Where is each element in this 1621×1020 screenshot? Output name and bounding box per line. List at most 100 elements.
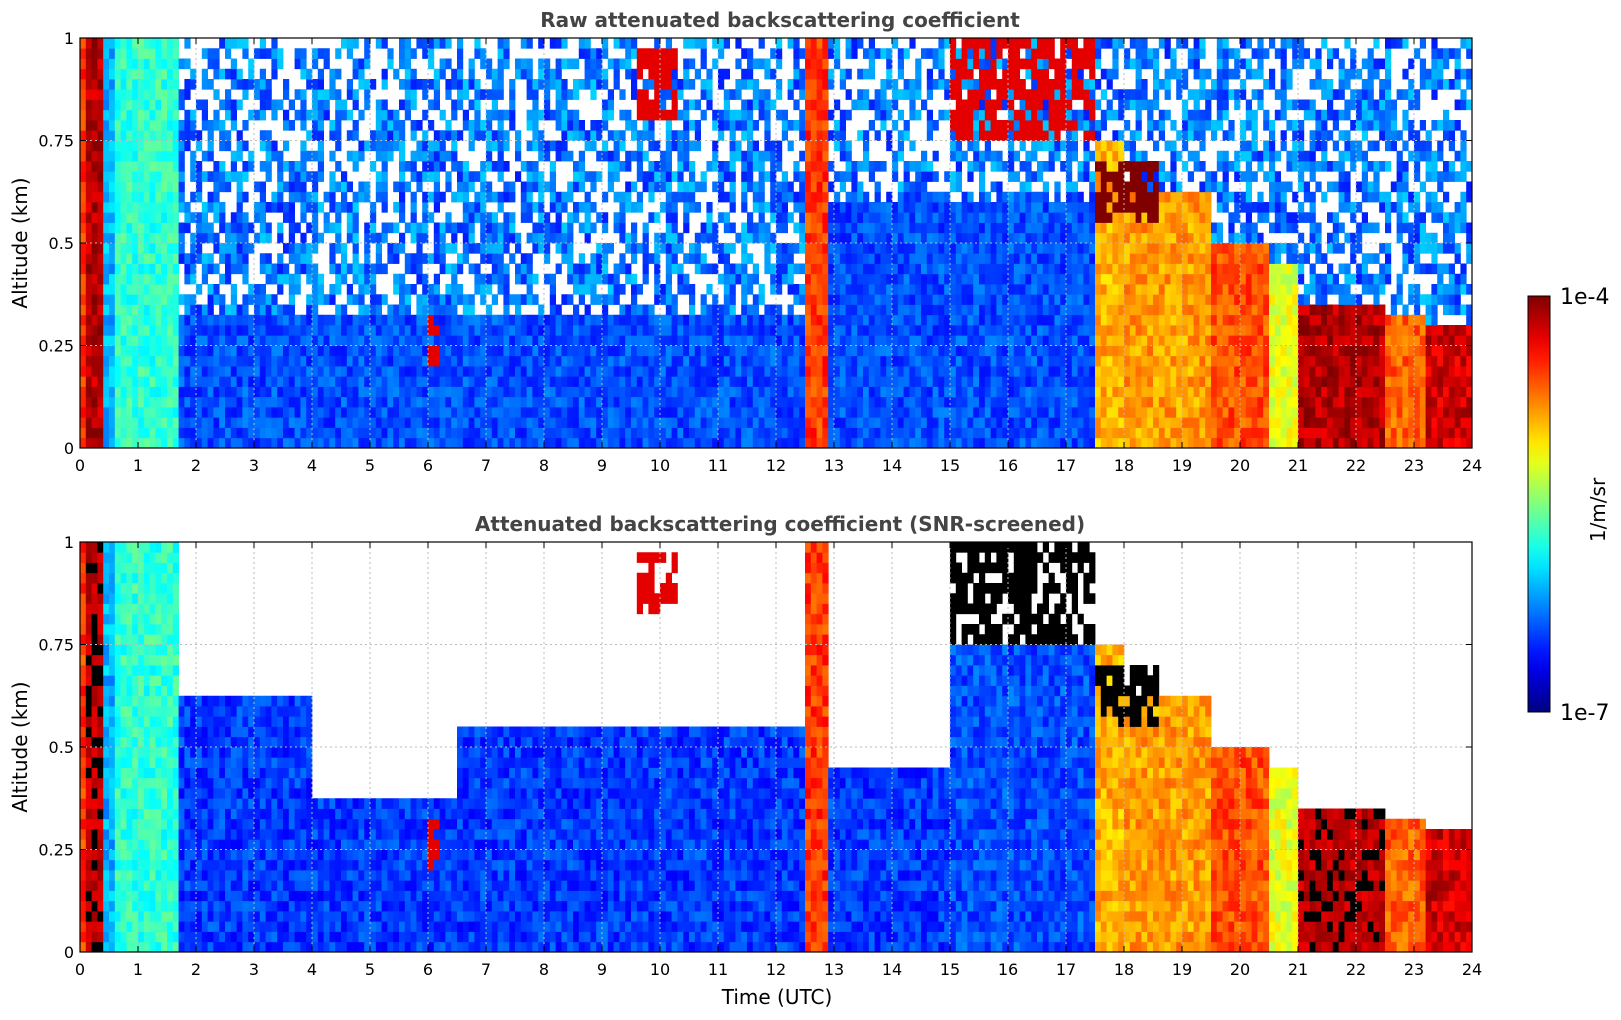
heatmap-cell <box>265 140 272 152</box>
heatmap-cell <box>561 202 568 213</box>
heatmap-cell <box>793 366 800 377</box>
heatmap-cell <box>909 99 916 111</box>
heatmap-cell <box>230 437 237 449</box>
heatmap-cell <box>631 68 638 80</box>
heatmap-cell <box>857 130 864 141</box>
heatmap-cell <box>149 140 156 152</box>
heatmap-cell <box>370 407 377 418</box>
heatmap-cell <box>776 222 783 234</box>
heatmap-cell <box>938 407 945 418</box>
heatmap-cell <box>335 366 342 377</box>
heatmap-cell <box>932 150 939 162</box>
heatmap-cell <box>242 79 249 90</box>
heatmap-cell <box>706 427 713 439</box>
heatmap-cell <box>944 212 951 223</box>
heatmap-cell <box>636 109 643 121</box>
heatmap-cell <box>515 345 522 357</box>
heatmap-cell <box>764 355 771 367</box>
heatmap-cell <box>109 171 116 182</box>
heatmap-cell <box>294 171 301 182</box>
heatmap-cell <box>370 140 377 152</box>
heatmap-cell <box>741 191 748 203</box>
heatmap-cell <box>781 109 788 121</box>
heatmap-cell <box>515 437 522 449</box>
heatmap-cell <box>793 202 800 213</box>
heatmap-cell <box>944 396 951 408</box>
heatmap-cell <box>631 253 638 264</box>
heatmap-cell <box>764 335 771 346</box>
heatmap-cell <box>799 243 806 254</box>
heatmap-cell <box>114 140 121 152</box>
heatmap-cell <box>915 109 922 121</box>
heatmap-cell <box>851 263 858 275</box>
heatmap-cell <box>990 202 997 213</box>
heatmap-cell <box>509 376 516 387</box>
heatmap-cell <box>735 58 742 70</box>
heatmap-cell <box>364 417 371 428</box>
heatmap-cell <box>926 243 933 254</box>
heatmap-cell <box>979 314 986 326</box>
heatmap-cell <box>277 304 284 316</box>
heatmap-cell <box>341 345 348 357</box>
heatmap-cell <box>584 58 591 70</box>
heatmap-cell <box>207 79 214 90</box>
heatmap-cell <box>671 427 678 439</box>
heatmap-cell <box>184 396 191 408</box>
heatmap-cell <box>410 345 417 357</box>
heatmap-cell <box>283 386 290 398</box>
heatmap-cell <box>573 120 580 131</box>
heatmap-cell <box>265 202 272 213</box>
heatmap-cell <box>393 273 400 285</box>
heatmap-cell <box>213 335 220 346</box>
heatmap-cell <box>723 68 730 80</box>
heatmap-cell <box>950 345 957 357</box>
heatmap-cell <box>631 396 638 408</box>
heatmap-cell <box>660 386 667 398</box>
heatmap-cell <box>950 355 957 367</box>
heatmap-cell <box>689 181 696 193</box>
heatmap-cell <box>677 89 684 100</box>
heatmap-cell <box>671 396 678 408</box>
heatmap-cell <box>863 191 870 203</box>
heatmap-cell <box>265 355 272 367</box>
heatmap-cell <box>816 99 823 111</box>
heatmap-cell <box>683 140 690 152</box>
heatmap-cell <box>544 212 551 223</box>
heatmap-cell <box>950 427 957 439</box>
heatmap-cell <box>404 181 411 193</box>
heatmap-cell <box>758 109 765 121</box>
heatmap-cell <box>851 294 858 305</box>
heatmap-cell <box>839 130 846 141</box>
heatmap-cell <box>457 355 464 367</box>
heatmap-cell <box>950 79 957 90</box>
heatmap-cell <box>213 232 220 244</box>
heatmap-cell <box>410 191 417 203</box>
heatmap-cell <box>984 68 991 80</box>
heatmap-cell <box>950 263 957 275</box>
heatmap-cell <box>926 345 933 357</box>
heatmap-cell <box>979 58 986 70</box>
heatmap-cell <box>288 314 295 326</box>
heatmap-cell <box>828 79 835 90</box>
heatmap-cell <box>491 345 498 357</box>
heatmap-cell <box>944 355 951 367</box>
heatmap-cell <box>868 427 875 439</box>
heatmap-cell <box>584 396 591 408</box>
heatmap-cell <box>828 243 835 254</box>
heatmap-cell <box>874 253 881 264</box>
heatmap-cell <box>631 232 638 244</box>
heatmap-cell <box>329 314 336 326</box>
heatmap-cell <box>845 263 852 275</box>
heatmap-cell <box>167 396 174 408</box>
heatmap-cell <box>723 253 730 264</box>
heatmap-cell <box>201 273 208 285</box>
heatmap-cell <box>973 48 980 59</box>
heatmap-cell <box>776 355 783 367</box>
heatmap-cell <box>271 355 278 367</box>
heatmap-cell <box>642 335 649 346</box>
heatmap-cell <box>631 222 638 234</box>
heatmap-cell <box>810 130 817 141</box>
heatmap-cell <box>723 314 730 326</box>
heatmap-cell <box>886 99 893 111</box>
heatmap-cell <box>602 191 609 203</box>
